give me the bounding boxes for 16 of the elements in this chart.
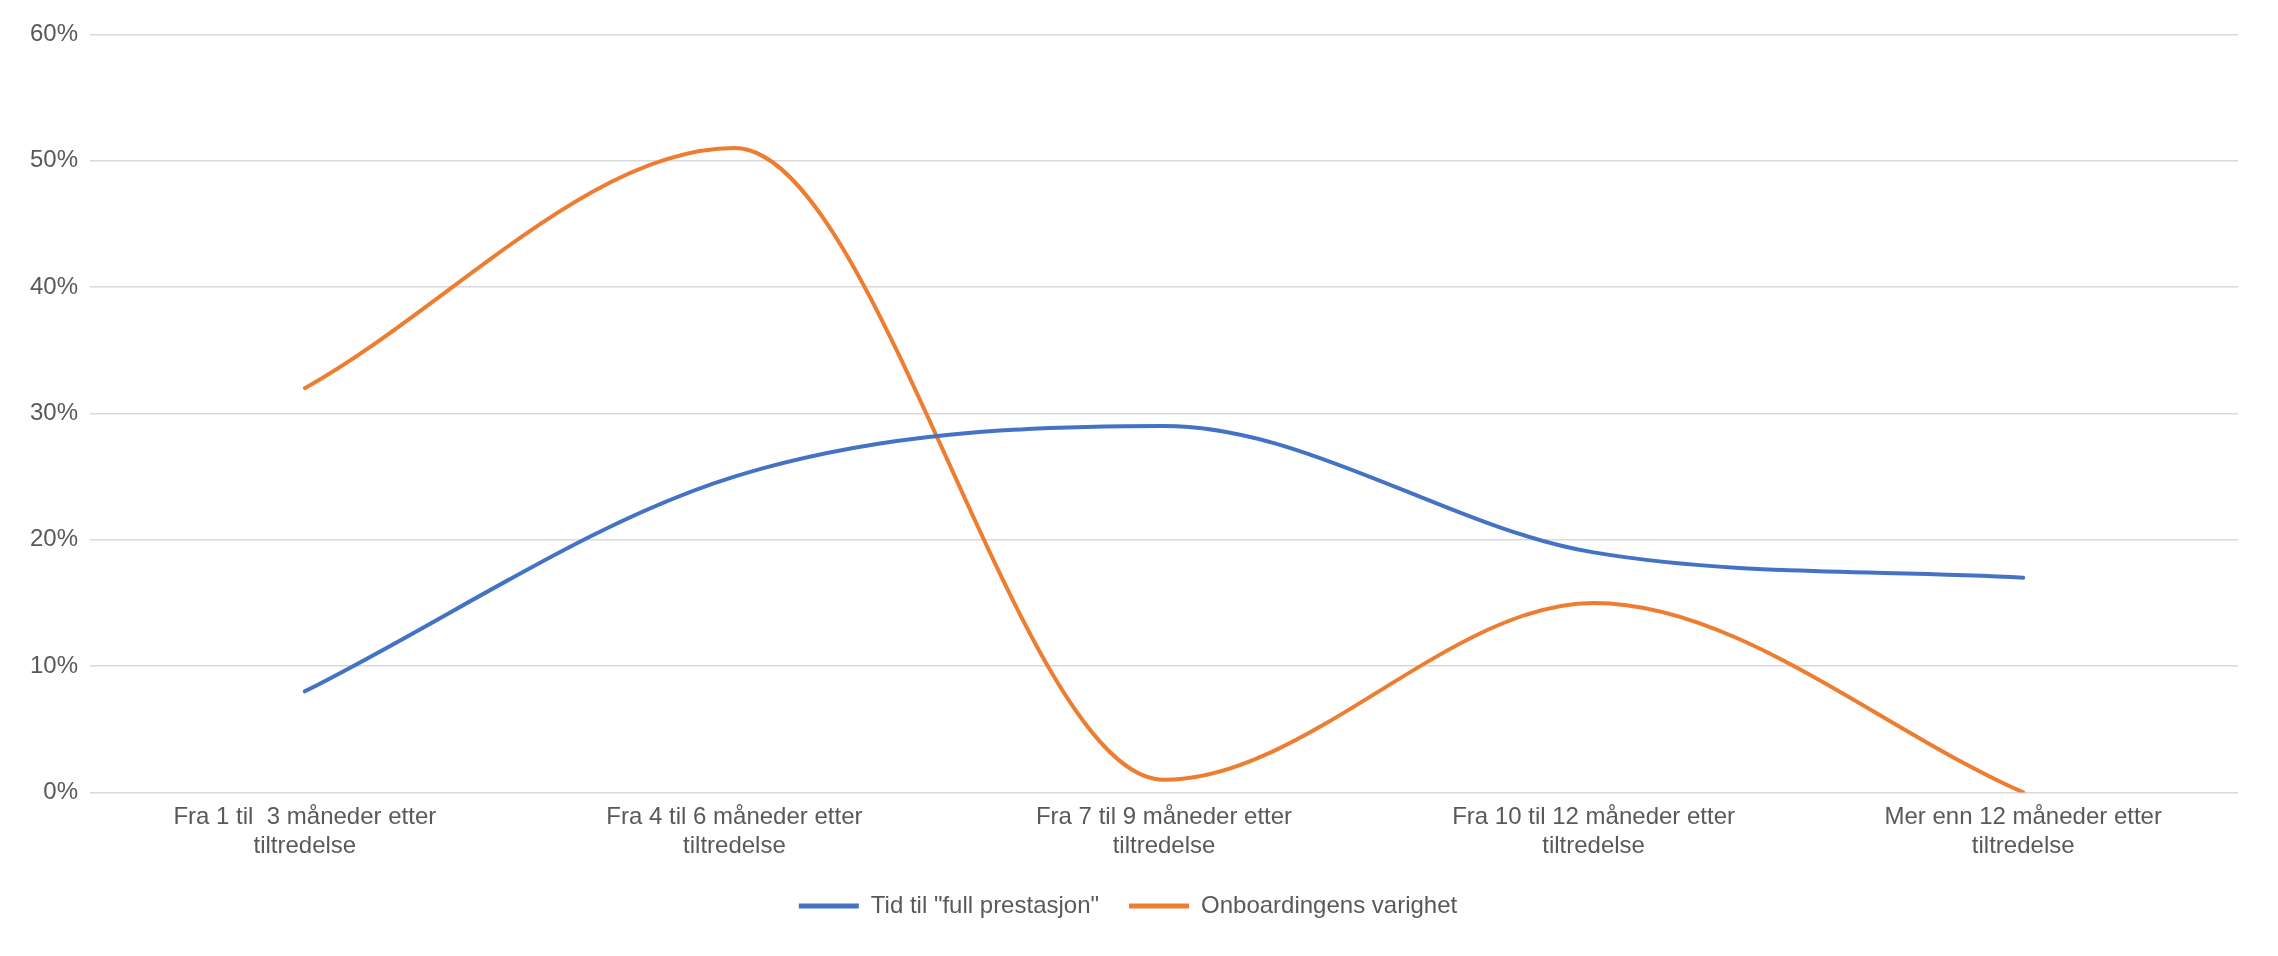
y-tick-label: 50% [29,145,79,173]
legend-label: Onboardingens varighet [1201,890,1458,918]
x-tick-label: Fra 10 til 12 måneder etter tiltredelse [1452,802,1736,859]
y-tick-label: 0% [43,777,79,805]
legend-label: Tid til "full prestasjon" [870,890,1100,918]
x-tick-label: Fra 1 til 3 måneder etter tiltredelse [173,802,437,859]
line-series [302,146,2026,793]
y-tick-label: 20% [29,524,79,552]
x-tick-label: Fra 7 til 9 måneder etter tiltredelse [1035,802,1293,859]
y-tick-label: 40% [29,271,79,299]
y-tick-label: 10% [29,650,79,678]
x-tick-label: Fra 4 til 6 måneder etter tiltredelse [606,802,863,859]
y-tick-label: 30% [29,398,79,426]
y-tick-label: 60% [29,19,79,47]
x-tick-label: Mer enn 12 måneder etter tiltredelse [1884,802,2162,859]
line-series [302,424,2026,694]
